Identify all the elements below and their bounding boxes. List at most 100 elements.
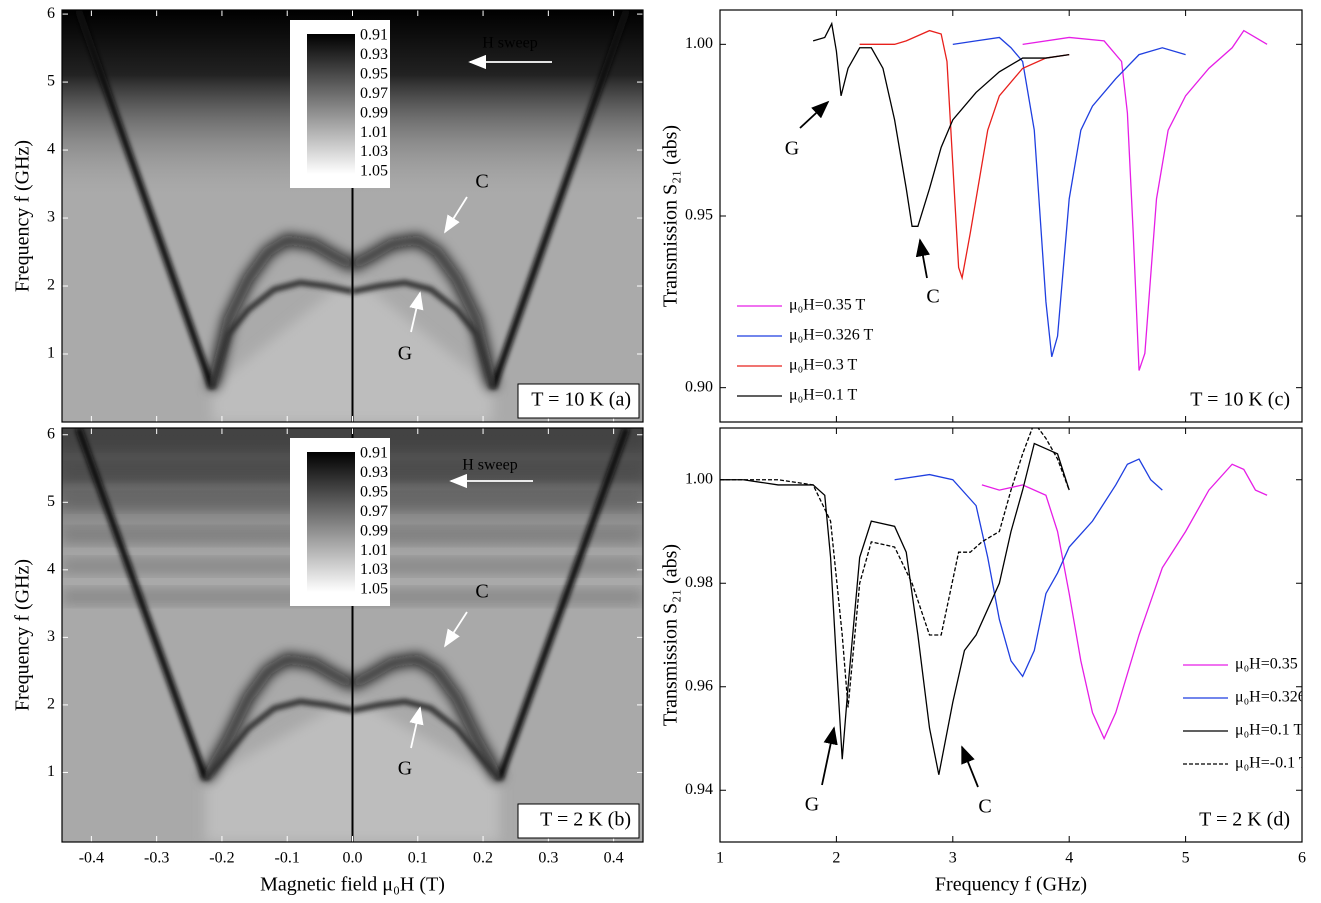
x-tick-label: 2 xyxy=(832,850,840,867)
annotation: C xyxy=(475,171,488,193)
annotation: H sweep xyxy=(482,35,538,52)
y-axis-label: Transmission S₂₁ (abs) xyxy=(660,544,682,726)
annotation-arrow xyxy=(915,238,931,279)
y-tick-label: 4 xyxy=(47,560,55,577)
y-tick-label: 0.98 xyxy=(685,574,713,591)
annotation: G xyxy=(785,138,799,160)
plot-area: μ₀H=0.35 T μ₀H=0.326 T μ₀H=0.3 T μ₀H=0.1 T xyxy=(737,21,1268,404)
series-line xyxy=(981,463,1268,741)
y-tick-label: 3 xyxy=(47,209,55,226)
y-tick-label: 1 xyxy=(47,763,55,780)
x-tick-label: 0.0 xyxy=(343,850,363,867)
panel: μ₀H=0.35 T μ₀H=0.326 T μ₀H=0.3 T μ₀H=0.1 T 0… xyxy=(660,9,1303,423)
y-tick-label: 1.00 xyxy=(685,470,713,487)
colorbar-tick-label: 0.99 xyxy=(360,104,388,121)
colorbar xyxy=(307,452,355,592)
colorbar-tick-label: 0.93 xyxy=(360,464,388,481)
annotation-arrow xyxy=(799,100,830,129)
x-tick-label: 0.1 xyxy=(408,850,428,867)
y-tick-label: 6 xyxy=(47,5,55,22)
legend-label: μ₀H=0.1 T xyxy=(1235,722,1303,739)
annotation-arrow xyxy=(961,745,979,788)
colorbar-tick-label: 1.01 xyxy=(360,542,388,559)
colorbar-tick-label: 0.95 xyxy=(360,66,388,83)
colorbar-tick-label: 1.03 xyxy=(360,561,388,578)
panel: μ₀H=0.35 T μ₀H=0.326 T μ₀H=0.1 T μ₀H=-0.1 T… xyxy=(660,427,1319,896)
heatmap-g-mode xyxy=(351,279,496,389)
colorbar-tick-label: 1.05 xyxy=(360,163,388,180)
heatmap-v-line xyxy=(489,10,630,390)
colorbar-tick-label: 0.97 xyxy=(360,503,388,520)
panel-label: T = 2 K (b) xyxy=(540,809,631,831)
heatmap-c-mode xyxy=(201,653,355,782)
y-tick-label: 5 xyxy=(47,73,55,90)
panel-label-box xyxy=(517,383,640,419)
x-axis-label: Frequency f (GHz) xyxy=(935,874,1087,896)
legend-label: μ₀H=0.326 T xyxy=(1235,689,1319,706)
annotation: C xyxy=(978,796,991,818)
panel: 0.91 0.93 0.95 0.97 0.99 1.01 1.03 1.05 1 2 3 4 5 6 Fr… xyxy=(12,5,644,423)
x-axis-label: Magnetic field μ₀H (T) xyxy=(260,874,445,896)
heatmap-g-mode xyxy=(351,698,502,782)
x-tick-label: 5 xyxy=(1182,850,1190,867)
panel-label: T = 10 K (a) xyxy=(531,389,631,411)
legend-label: μ₀H=0.1 T xyxy=(789,387,857,404)
y-tick-label: 1 xyxy=(47,345,55,362)
colorbar-tick-label: 0.95 xyxy=(360,484,388,501)
x-tick-label: -0.3 xyxy=(144,850,169,867)
legend-label: μ₀H=0.3 T xyxy=(789,357,857,374)
y-tick-label: 2 xyxy=(47,696,55,713)
colorbar-tick-label: 0.91 xyxy=(360,445,388,462)
series-line xyxy=(952,36,1186,357)
x-tick-label: 6 xyxy=(1298,850,1306,867)
legend-label: μ₀H=0.326 T xyxy=(789,327,873,344)
annotation: G xyxy=(805,794,819,816)
legend-label: μ₀H=-0.1 T xyxy=(1235,755,1309,772)
x-tick-label: -0.4 xyxy=(79,850,104,867)
y-tick-label: 5 xyxy=(47,493,55,510)
x-tick-label: 0.2 xyxy=(473,850,493,867)
series-line xyxy=(859,29,1070,281)
heatmap-v-line xyxy=(496,428,630,781)
plot-area: 0.91 0.93 0.95 0.97 0.99 1.01 1.03 1.05 xyxy=(62,10,643,422)
annotation-arrow xyxy=(409,706,424,749)
axes-frame xyxy=(61,9,644,423)
colorbar-tick-label: 1.03 xyxy=(360,143,388,160)
colorbar-tick-label: 0.99 xyxy=(360,522,388,539)
axes-frame xyxy=(61,427,644,843)
y-tick-label: 4 xyxy=(47,141,55,158)
y-axis-label: Transmission S₂₁ (abs) xyxy=(660,125,682,307)
y-tick-label: 0.94 xyxy=(685,781,713,798)
plot-area: 0.91 0.93 0.95 0.97 0.99 1.01 1.03 1.05 xyxy=(62,428,643,842)
heatmap-c-mode xyxy=(350,653,504,782)
legend-label: μ₀H=0.35 T xyxy=(789,297,865,314)
y-tick-label: 0.95 xyxy=(685,207,713,224)
heatmap-v-line xyxy=(75,428,209,781)
annotation: G xyxy=(398,343,412,365)
colorbar-tick-label: 0.97 xyxy=(360,85,388,102)
colorbar-tick-label: 0.91 xyxy=(360,27,388,44)
colorbar xyxy=(307,34,355,174)
y-tick-label: 6 xyxy=(47,425,55,442)
y-axis-label: Frequency f (GHz) xyxy=(12,140,34,292)
y-tick-label: 0.96 xyxy=(685,677,713,694)
series-line xyxy=(720,428,1070,708)
x-tick-label: 0.3 xyxy=(538,850,558,867)
y-axis-label: Frequency f (GHz) xyxy=(12,559,34,711)
colorbar-tick-label: 1.01 xyxy=(360,124,388,141)
y-tick-label: 0.90 xyxy=(685,378,713,395)
x-tick-label: 1 xyxy=(716,850,724,867)
x-tick-label: 0.4 xyxy=(604,850,624,867)
y-tick-label: 3 xyxy=(47,628,55,645)
colorbar-tick-label: 1.05 xyxy=(360,581,388,598)
panel: 0.91 0.93 0.95 0.97 0.99 1.01 1.03 1.05 1 2 3 4 5 6 -0… xyxy=(12,425,644,896)
y-tick-label: 1.00 xyxy=(685,35,713,52)
annotation: G xyxy=(398,758,412,780)
series-line xyxy=(894,458,1163,678)
x-tick-label: -0.1 xyxy=(275,850,300,867)
heatmap-c-mode xyxy=(350,234,498,390)
annotation-arrow xyxy=(444,196,468,234)
annotation: H sweep xyxy=(462,457,518,474)
